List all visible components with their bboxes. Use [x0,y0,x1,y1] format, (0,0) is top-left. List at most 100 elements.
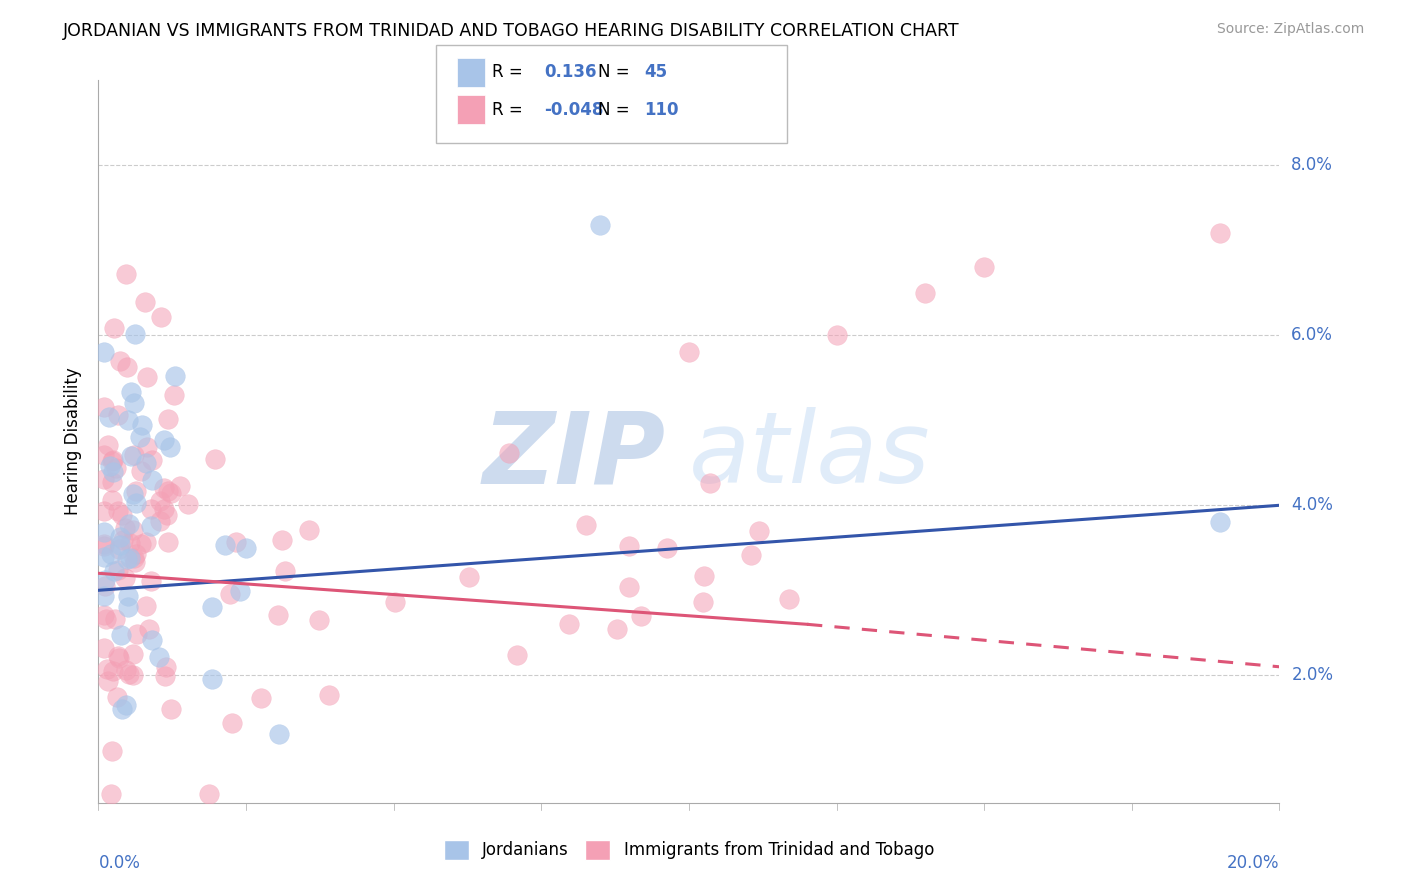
Point [825,328,848,343]
Point [124,327,146,342]
Point [122,487,145,501]
Point [107,650,129,665]
Point [100,744,122,758]
Point [103,664,125,678]
Point [115,267,138,281]
Text: 4.0%: 4.0% [1291,496,1333,515]
Point [100,787,122,801]
Text: 20.0%: 20.0% [1227,854,1279,871]
Point [558,617,581,632]
Point [108,353,131,368]
Point [101,454,124,468]
Y-axis label: Hearing Disability: Hearing Disability [65,368,83,516]
Point [204,452,226,467]
Point [135,535,157,549]
Point [124,550,146,565]
Point [93,472,115,486]
Text: N =: N = [598,63,628,81]
Text: R =: R = [492,63,523,81]
Point [93,504,115,518]
Point [150,310,173,324]
Point [103,565,125,579]
Point [748,524,770,538]
Point [107,408,129,422]
Point [120,535,142,549]
Text: 8.0%: 8.0% [1291,156,1333,174]
Point [117,600,139,615]
Point [114,698,136,712]
Point [135,440,157,454]
Point [1209,227,1232,241]
Point [107,649,129,664]
Point [267,727,290,741]
Point [156,412,179,426]
Point [94,574,117,588]
Point [120,551,142,566]
Point [129,536,152,550]
Point [149,493,172,508]
Text: 0.136: 0.136 [544,63,596,81]
Point [1209,516,1232,530]
Point [505,648,527,662]
Point [153,668,176,682]
Point [105,690,128,704]
Point [606,622,628,636]
Point [157,534,180,549]
Point [274,564,297,578]
Point [141,453,163,467]
Text: atlas: atlas [689,408,931,505]
Text: JORDANIAN VS IMMIGRANTS FROM TRINIDAD AND TOBAGO HEARING DISABILITY CORRELATION : JORDANIAN VS IMMIGRANTS FROM TRINIDAD AN… [63,22,960,40]
Point [177,497,200,511]
Point [108,538,131,552]
Point [267,607,290,622]
Point [619,580,641,594]
Point [148,650,170,665]
Point [692,595,714,609]
Point [114,571,136,585]
Text: -0.048: -0.048 [544,101,603,119]
Point [125,547,148,561]
Point [103,452,125,467]
Point [93,549,115,564]
Point [93,589,115,603]
Point [115,552,138,566]
Point [111,533,134,548]
Point [135,599,157,614]
Point [165,369,187,384]
Point [110,530,132,544]
Point [271,533,294,547]
Point [129,464,152,478]
Point [100,493,122,508]
Point [125,484,148,499]
Point [93,640,115,655]
Point [121,523,143,537]
Point [120,450,142,464]
Point [117,359,139,374]
Point [914,285,936,300]
Point [128,430,150,444]
Point [122,396,145,410]
Point [105,461,128,475]
Point [214,538,236,552]
Point [630,608,652,623]
Point [141,632,163,647]
Point [152,501,174,516]
Point [122,647,145,661]
Point [139,574,162,589]
Point [103,321,125,335]
Point [458,570,481,584]
Point [153,433,176,447]
Point [699,475,721,490]
Point [156,508,179,522]
Point [384,595,406,609]
Point [93,537,115,551]
Legend: Jordanians, Immigrants from Trinidad and Tobago: Jordanians, Immigrants from Trinidad and… [437,833,941,867]
Point [229,583,252,598]
Point [657,541,679,556]
Point [163,388,186,402]
Text: ZIP: ZIP [482,408,665,505]
Point [111,702,134,716]
Point [221,715,243,730]
Point [149,514,172,528]
Text: 45: 45 [644,63,666,81]
